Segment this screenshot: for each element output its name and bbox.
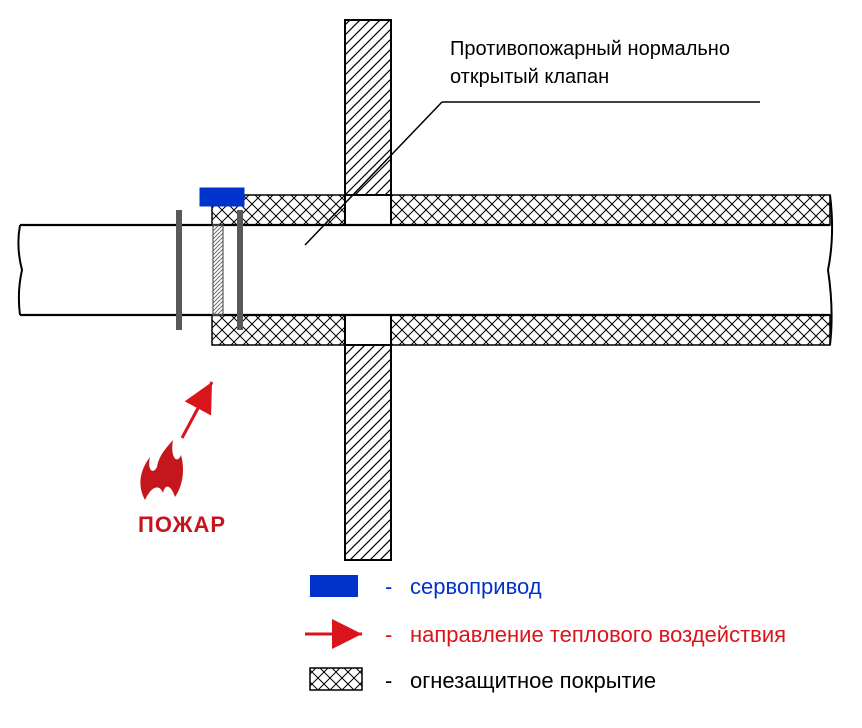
legend-dash-2: - xyxy=(385,622,392,648)
legend-servo-text: сервопривод xyxy=(410,574,542,600)
heat-direction-arrow xyxy=(182,382,212,438)
legend-heat-text: направление теплового воздействия xyxy=(410,622,786,648)
valve-label-line2: открытый клапан xyxy=(450,66,609,89)
damper-blade xyxy=(213,225,223,315)
fire-damper-diagram xyxy=(0,0,862,728)
legend xyxy=(305,575,362,690)
servo-actuator xyxy=(200,188,244,206)
legend-coating-text: огнезащитное покрытие xyxy=(410,668,656,694)
fire-label: ПОЖАР xyxy=(138,512,226,538)
fire-icon xyxy=(140,440,183,500)
valve-label-line1: Противопожарный нормально xyxy=(450,38,730,61)
legend-dash-1: - xyxy=(385,574,392,600)
legend-dash-3: - xyxy=(385,668,392,694)
